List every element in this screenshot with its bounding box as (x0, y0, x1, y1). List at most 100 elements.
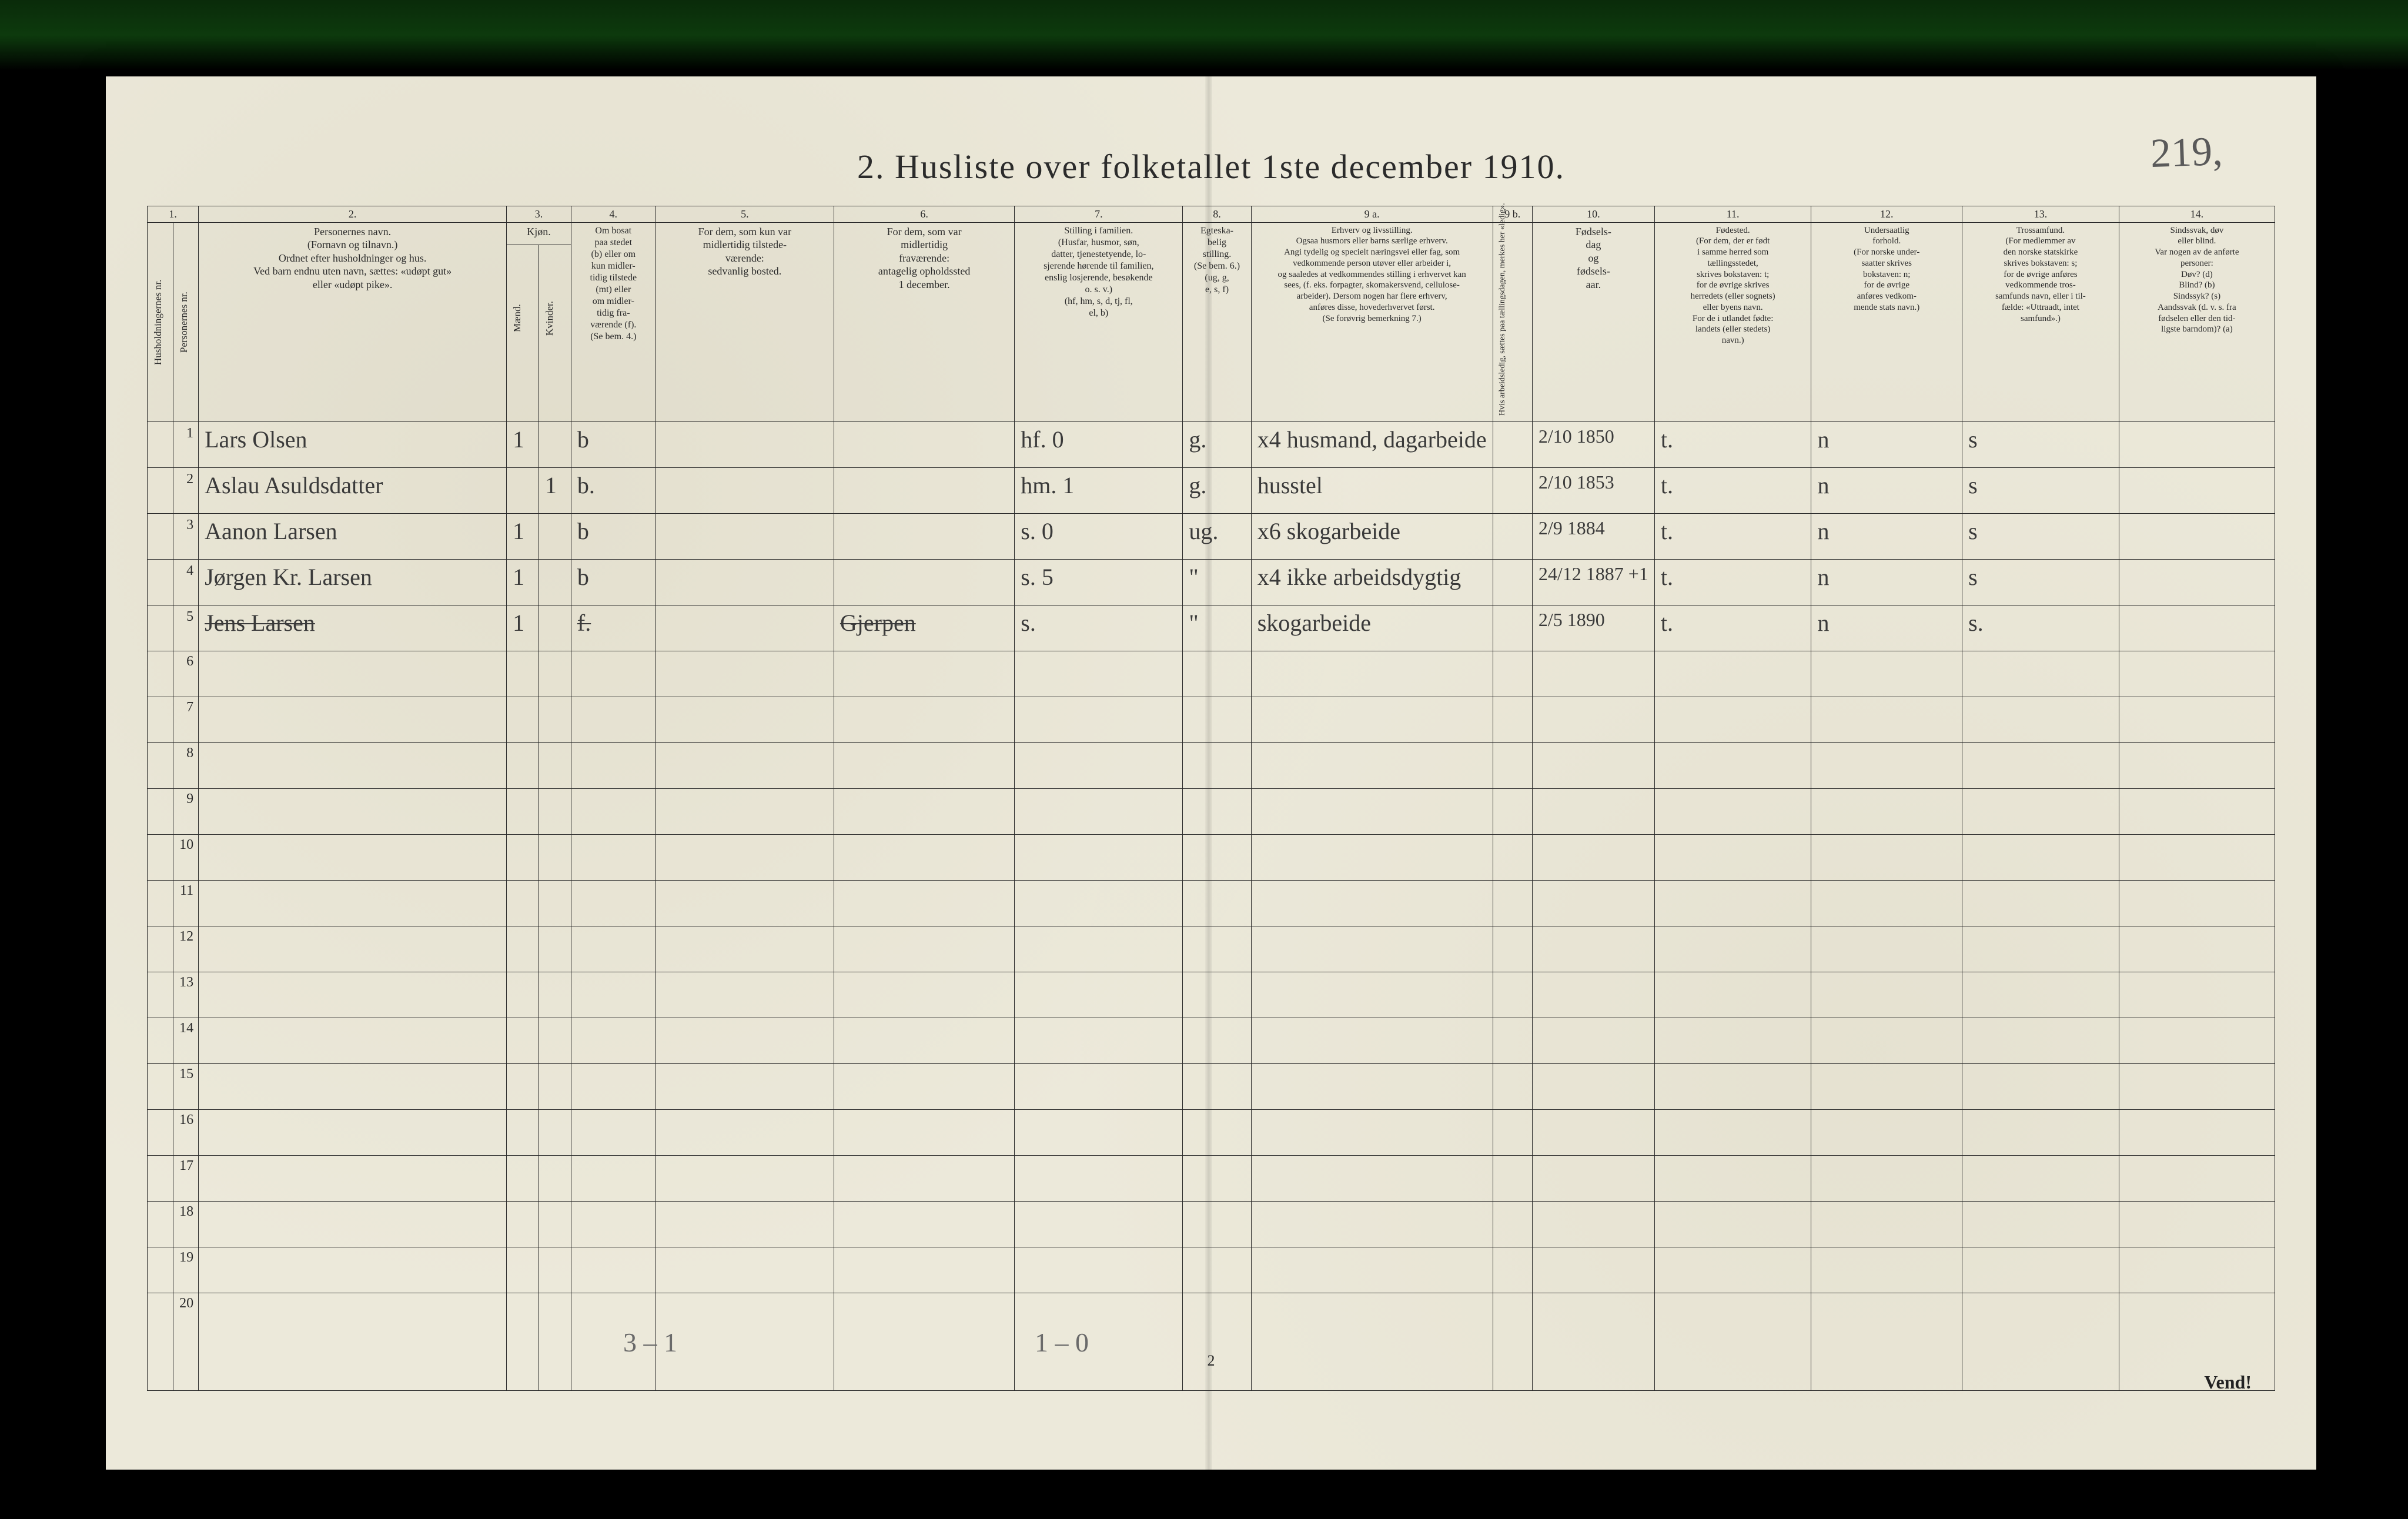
occupation: x4 ikke arbeidsdygtig (1251, 559, 1493, 605)
blank-cell (539, 742, 571, 788)
blank-cell (1493, 1018, 1532, 1063)
absent-location (834, 467, 1014, 513)
blank-cell (539, 1155, 571, 1201)
blank-cell (655, 972, 834, 1018)
blank-cell (507, 1155, 539, 1201)
blank-cell (2119, 1018, 2275, 1063)
table-row: 5Jens Larsen1f.Gjerpens."skogarbeide2/5 … (148, 605, 2275, 651)
blank-cell (1654, 834, 1811, 880)
col3-m: Mænd. (510, 247, 524, 389)
blank-cell (1251, 1063, 1493, 1109)
unemployed (1493, 467, 1532, 513)
person-num: 14 (173, 1018, 199, 1063)
blank-cell (2119, 880, 2275, 926)
blank-cell (1654, 742, 1811, 788)
blank-cell (1493, 1063, 1532, 1109)
person-num: 7 (173, 697, 199, 742)
household-num (148, 880, 173, 926)
blank-cell (834, 1293, 1014, 1390)
blank-cell (199, 1155, 507, 1201)
blank-cell (1532, 1201, 1654, 1247)
birth-date: 2/10 1850 (1532, 421, 1654, 467)
col6-label: For dem, som var midlertidig fraværende:… (834, 222, 1014, 421)
blank-cell (507, 742, 539, 788)
blank-cell (571, 1201, 655, 1247)
blank-cell (1532, 697, 1654, 742)
blank-cell (655, 834, 834, 880)
absent-location: Gjerpen (834, 605, 1014, 651)
blank-cell (539, 926, 571, 972)
religion: s (1962, 467, 2119, 513)
blank-cell (507, 1293, 539, 1390)
blank-cell (1532, 788, 1654, 834)
blank-cell (1183, 697, 1251, 742)
blank-cell (539, 651, 571, 697)
colnum-2: 2. (199, 206, 507, 223)
blank-cell (1251, 1201, 1493, 1247)
absent-location (834, 559, 1014, 605)
household-num (148, 1063, 173, 1109)
blank-cell (539, 1247, 571, 1293)
blank-cell (1532, 1155, 1654, 1201)
religion: s. (1962, 605, 2119, 651)
sex-m: 1 (507, 605, 539, 651)
blank-cell (1183, 742, 1251, 788)
col4-label: Om bosat paa stedet (b) eller om kun mid… (571, 222, 655, 421)
blank-cell (507, 1109, 539, 1155)
blank-cell (2119, 1201, 2275, 1247)
table-row-blank: 15 (148, 1063, 2275, 1109)
blank-cell (1015, 926, 1183, 972)
blank-cell (199, 1293, 507, 1390)
unemployed (1493, 421, 1532, 467)
usual-residence (655, 605, 834, 651)
blank-cell (539, 1293, 571, 1390)
blank-cell (1532, 1293, 1654, 1390)
blank-cell (1183, 880, 1251, 926)
blank-cell (1493, 1293, 1532, 1390)
person-num: 12 (173, 926, 199, 972)
blank-cell (834, 788, 1014, 834)
blank-cell (539, 1201, 571, 1247)
person-num: 4 (173, 559, 199, 605)
blank-cell (571, 880, 655, 926)
col3-k: Kvinder. (543, 247, 557, 389)
blank-cell (834, 834, 1014, 880)
blank-cell (571, 1109, 655, 1155)
blank-cell (1962, 651, 2119, 697)
blank-cell (834, 697, 1014, 742)
blank-cell (1493, 788, 1532, 834)
col7-label: Stilling i familien. (Husfar, husmor, sø… (1015, 222, 1183, 421)
blank-cell (834, 1109, 1014, 1155)
person-num: 20 (173, 1293, 199, 1390)
birthplace: t. (1654, 559, 1811, 605)
usual-residence (655, 467, 834, 513)
blank-cell (655, 1018, 834, 1063)
person-name: Jens Larsen (199, 605, 507, 651)
blank-cell (834, 1247, 1014, 1293)
footer-page-number: 2 (106, 1352, 2316, 1370)
footer-vend: Vend! (2204, 1371, 2252, 1393)
marital-status: " (1183, 559, 1251, 605)
scanner-topbar (0, 0, 2408, 71)
blank-cell (571, 1063, 655, 1109)
blank-cell (1493, 972, 1532, 1018)
birth-date: 2/5 1890 (1532, 605, 1654, 651)
person-name: Lars Olsen (199, 421, 507, 467)
blank-cell (1654, 1063, 1811, 1109)
blank-cell (1183, 788, 1251, 834)
blank-cell (1962, 972, 2119, 1018)
blank-cell (539, 972, 571, 1018)
colnum-9a: 9 a. (1251, 206, 1493, 223)
blank-cell (655, 880, 834, 926)
blank-cell (1962, 1063, 2119, 1109)
blank-cell (1532, 1063, 1654, 1109)
marital-status: g. (1183, 421, 1251, 467)
religion: s (1962, 513, 2119, 559)
household-num (148, 742, 173, 788)
blank-cell (539, 834, 571, 880)
blank-cell (1532, 742, 1654, 788)
blank-cell (1962, 1018, 2119, 1063)
col14-label: Sindssvak, døv eller blind. Var nogen av… (2119, 222, 2275, 421)
blank-cell (655, 651, 834, 697)
blank-cell (1493, 651, 1532, 697)
